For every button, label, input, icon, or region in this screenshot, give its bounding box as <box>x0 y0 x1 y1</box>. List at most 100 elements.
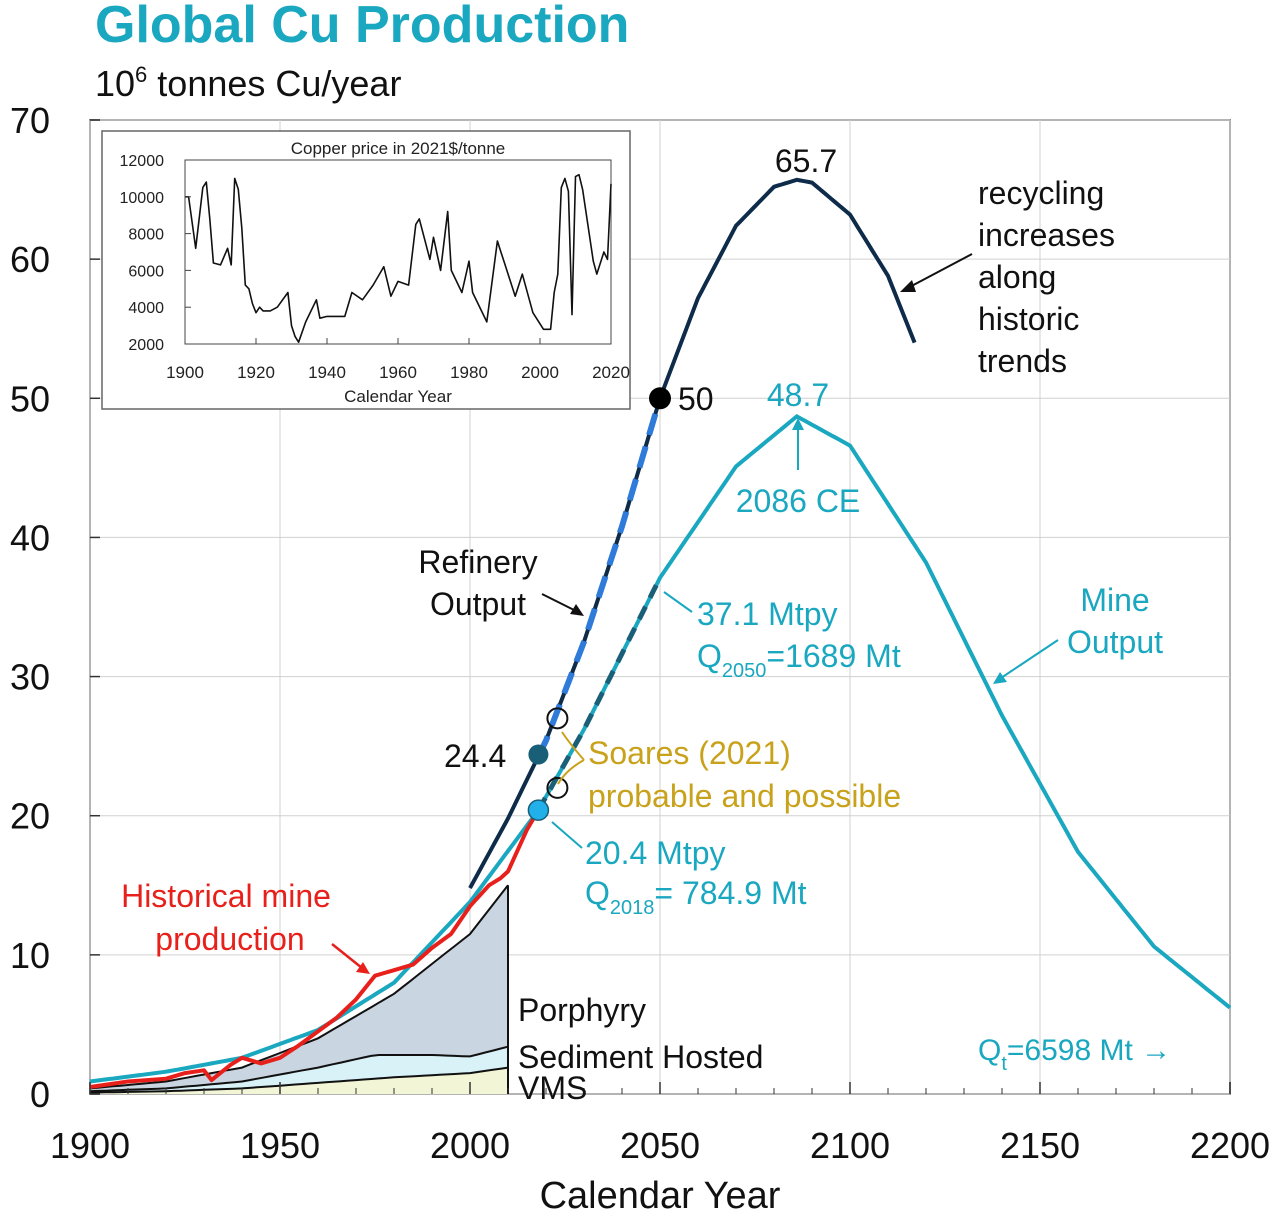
y-tick-label: 70 <box>10 100 50 141</box>
marker-mine-2018 <box>527 799 550 821</box>
qt-label: Qt=6598 Mt → <box>978 1034 1171 1075</box>
soares-line-2: probable and possible <box>588 778 901 814</box>
recycling-arrowhead <box>900 280 916 292</box>
soares-line-1: Soares (2021) <box>588 735 791 771</box>
chart-title: Global Cu Production <box>95 0 629 54</box>
historical-label: Historical mine production <box>121 878 331 957</box>
y-tick-label: 20 <box>10 796 50 837</box>
peak-year-arrowhead <box>792 418 804 430</box>
qt-value: =6598 Mt → <box>1007 1034 1171 1067</box>
recycling-note-line-2: increases <box>978 217 1115 253</box>
historical-arrowhead <box>356 962 370 974</box>
inset-x-axis-label: Calendar Year <box>344 387 452 406</box>
q2018-arrow <box>551 821 583 849</box>
sediment-label: Sediment Hosted <box>518 1039 763 1075</box>
inset-x-tick-label: 2020 <box>592 363 630 382</box>
inset-x-tick-label: 1940 <box>308 363 346 382</box>
q2050-q: Q <box>697 638 722 674</box>
area-edge-sediment-hosted <box>89 1045 509 1093</box>
inset-y-tick-label: 4000 <box>128 300 164 317</box>
vms-label: VMS <box>518 1070 587 1106</box>
marker-refinery-2050 <box>649 387 671 410</box>
y-tick-label: 30 <box>10 657 50 698</box>
peak-year-label: 2086 CE <box>736 483 861 519</box>
area-porphyry <box>90 885 508 1094</box>
soares-bracket <box>557 731 585 785</box>
inset-title: Copper price in 2021$/tonne <box>291 139 506 158</box>
y-tick-label: 60 <box>10 239 50 280</box>
q2050-value: =1689 Mt <box>766 638 900 674</box>
inset-x-tick-label: 1980 <box>450 363 488 382</box>
recycling-arrow <box>903 253 973 291</box>
recycling-note: recycling increases along historic trend… <box>978 175 1115 379</box>
mine-output-line <box>89 413 1232 1084</box>
q2050-arrow <box>663 591 693 613</box>
unit-label: 106 tonnes Cu/year <box>95 62 401 104</box>
x-tick-label: 2000 <box>430 1125 510 1166</box>
q2018-label: 20.4 Mtpy Q2018= 784.9 Mt <box>585 835 807 919</box>
mine-peak-label: 48.7 <box>767 377 829 413</box>
recycling-note-line-1: recycling <box>978 175 1104 211</box>
x-tick-label: 2200 <box>1190 1125 1270 1166</box>
mine-output-arrowhead <box>993 672 1007 684</box>
q2050-line-2: Q2050=1689 Mt <box>697 638 901 682</box>
q2018-line-1: 20.4 Mtpy <box>585 835 726 871</box>
historical-mine-line <box>89 809 541 1089</box>
inset-y-tick-label: 10000 <box>120 190 165 207</box>
mine-output-line-2: Output <box>1067 624 1163 660</box>
qt-subscript: t <box>1001 1053 1007 1075</box>
main-series <box>89 177 1232 1089</box>
historical-arrow <box>331 943 363 969</box>
marker-soares-refinery <box>546 707 569 730</box>
q2018-line-2: Q2018= 784.9 Mt <box>585 875 807 919</box>
inset-y-tick-label: 6000 <box>128 263 164 280</box>
q2050-label: 37.1 Mtpy Q2050=1689 Mt <box>697 596 901 682</box>
inset-ticks: 2000 4000 6000 8000 10000 12000 1900 1920 1940 19… <box>120 153 630 382</box>
marker-refinery-2018 <box>528 744 549 765</box>
refinery-output-line-2: Output <box>430 586 526 622</box>
y-tick-label: 0 <box>30 1074 50 1115</box>
x-tick-label: 2050 <box>620 1125 700 1166</box>
refinery-output-arrow <box>541 593 579 613</box>
unit-exponent: 6 <box>135 62 147 87</box>
porphyry-label: Porphyry <box>518 992 646 1028</box>
refinery-peak-label: 65.7 <box>775 143 837 179</box>
main-ticks: 0 10 20 30 40 50 60 70 1900 1950 2000 2050 2100 2150 2… <box>10 100 1270 1166</box>
area-vms <box>90 1067 508 1094</box>
q2050-line-1: 37.1 Mtpy <box>697 596 838 632</box>
marker-24-label: 24.4 <box>444 738 506 774</box>
x-tick-label: 2100 <box>810 1125 890 1166</box>
main-markers <box>527 387 671 821</box>
q2018-value: = 784.9 Mt <box>654 875 806 911</box>
qt-q: Q <box>978 1034 1001 1067</box>
x-tick-label: 1950 <box>240 1125 320 1166</box>
x-tick-label: 1900 <box>50 1125 130 1166</box>
inset-series <box>185 173 612 343</box>
inset-x-tick-label: 1900 <box>166 363 204 382</box>
y-tick-label: 40 <box>10 517 50 558</box>
q2050-subscript: 2050 <box>722 660 767 682</box>
inset-y-tick-label: 12000 <box>120 153 165 170</box>
x-axis-label: Calendar Year <box>540 1175 781 1213</box>
refinery-output-label: Refinery Output <box>418 544 537 622</box>
historical-line-1: Historical mine <box>121 878 331 914</box>
unit-rest: tonnes Cu/year <box>147 63 401 104</box>
inset-x-tick-label: 1960 <box>379 363 417 382</box>
recycling-note-line-3: along <box>978 259 1056 295</box>
y-tick-label: 10 <box>10 935 50 976</box>
q2018-q: Q <box>585 875 610 911</box>
recycling-note-line-5: trends <box>978 343 1067 379</box>
x-tick-label: 2150 <box>1000 1125 1080 1166</box>
historical-line-2: production <box>155 921 304 957</box>
marker-50-label: 50 <box>678 381 714 417</box>
soares-label: Soares (2021) probable and possible <box>588 735 901 814</box>
inset-x-tick-label: 2000 <box>521 363 559 382</box>
unit-base: 10 <box>95 63 135 104</box>
area-edge-vms <box>89 1066 509 1094</box>
mine-output-label: Mine Output <box>1067 582 1163 660</box>
y-tick-label: 50 <box>10 378 50 419</box>
mine-output-arrow <box>997 639 1059 681</box>
marker-soares-mine <box>546 776 569 799</box>
inset-y-tick-label: 8000 <box>128 227 164 244</box>
